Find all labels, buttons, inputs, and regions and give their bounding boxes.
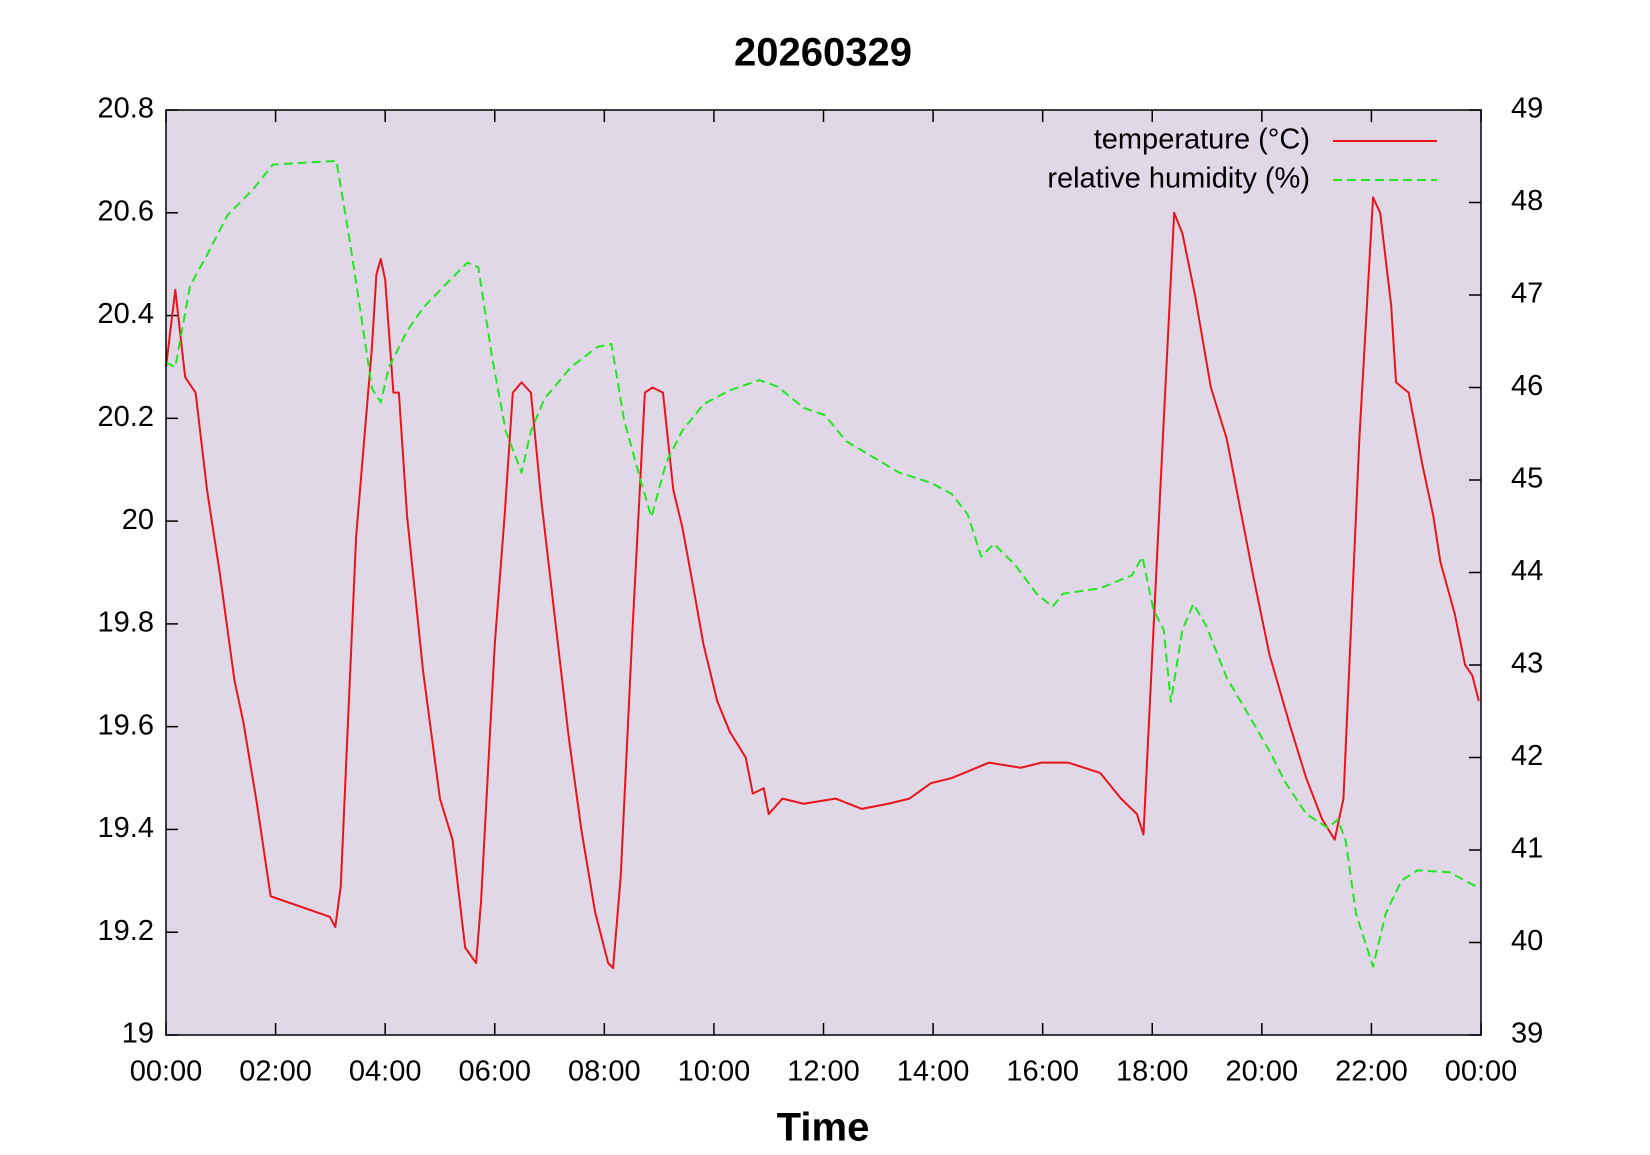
- y-tick-label: 19: [122, 1018, 154, 1050]
- legend-label: temperature (°C): [1094, 124, 1310, 156]
- y2-tick-label: 46: [1511, 370, 1543, 402]
- x-axis-title: Time: [777, 1106, 870, 1150]
- plot-area: [166, 110, 1481, 1035]
- y-tick-label: 20: [122, 504, 154, 536]
- x-tick-label: 18:00: [1116, 1056, 1189, 1088]
- y2-tick-label: 49: [1511, 93, 1543, 125]
- y2-tick-label: 42: [1511, 740, 1543, 772]
- y2-tick-label: 43: [1511, 648, 1543, 680]
- y-tick-label: 20.6: [98, 195, 154, 227]
- y2-tick-label: 40: [1511, 925, 1543, 957]
- x-tick-label: 00:00: [1445, 1056, 1518, 1088]
- series-line: [165, 196, 1480, 970]
- y-tick-label: 19.6: [98, 709, 154, 741]
- y-tick-label: 19.8: [98, 607, 154, 639]
- chart-title: 20260329: [734, 31, 912, 75]
- x-tick-label: 16:00: [1006, 1056, 1079, 1088]
- y-tick-label: 19.4: [98, 812, 154, 844]
- y2-tick-label: 44: [1511, 555, 1543, 587]
- plot-frame: [165, 109, 1482, 1036]
- x-tick-label: 00:00: [130, 1056, 203, 1088]
- y2-tick-label: 48: [1511, 185, 1543, 217]
- x-tick-label: 20:00: [1226, 1056, 1299, 1088]
- x-tick-label: 04:00: [349, 1056, 422, 1088]
- y2-tick-label: 41: [1511, 833, 1543, 865]
- legend-label: relative humidity (%): [1047, 163, 1310, 195]
- y-tick-label: 19.2: [98, 915, 154, 947]
- y-tick-label: 20.2: [98, 401, 154, 433]
- x-tick-label: 08:00: [568, 1056, 641, 1088]
- y-tick-label: 20.8: [98, 93, 154, 125]
- series-line: [165, 159, 1480, 968]
- x-tick-label: 12:00: [787, 1056, 860, 1088]
- x-tick-label: 22:00: [1335, 1056, 1408, 1088]
- y-tick-label: 20.4: [98, 298, 154, 330]
- x-tick-label: 10:00: [678, 1056, 751, 1088]
- x-tick-label: 06:00: [458, 1056, 531, 1088]
- x-tick-label: 14:00: [897, 1056, 970, 1088]
- y2-tick-label: 47: [1511, 278, 1543, 310]
- y2-tick-label: 45: [1511, 463, 1543, 495]
- x-tick-label: 02:00: [239, 1056, 312, 1088]
- y2-tick-label: 39: [1511, 1018, 1543, 1050]
